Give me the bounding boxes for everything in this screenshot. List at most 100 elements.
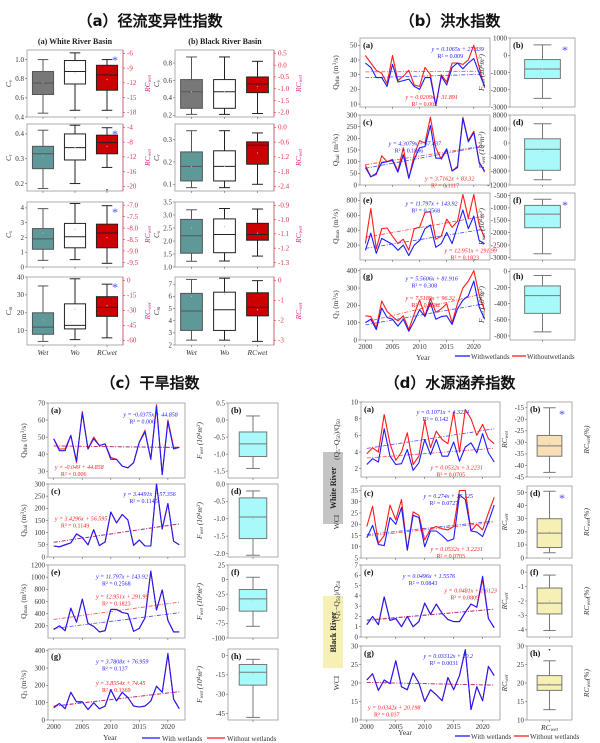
y-tick-label: 0.8 [163, 59, 172, 67]
y-tick-label: 30 [38, 467, 46, 475]
y2-tick-label: -6 [127, 50, 133, 58]
y-tick-label: 10 [17, 327, 25, 335]
y-tick-label: 50 [38, 541, 46, 549]
y-tick-label: 20 [517, 528, 525, 536]
panel-label: (h) [513, 271, 524, 281]
y-tick-label: 50 [517, 489, 525, 497]
panel-label: (e) [363, 195, 373, 205]
y-tick-label: 300 [35, 664, 46, 672]
box-mean [106, 79, 108, 81]
y2-tick-label: -9.5 [127, 259, 139, 267]
y-tick-label: 2.5 [163, 224, 172, 232]
y-tick-label: 0.4 [15, 130, 24, 138]
plot-frame [360, 485, 501, 559]
panel-label: (g) [363, 271, 373, 281]
y-tick-label: 50 [38, 433, 46, 441]
box-mean [106, 236, 108, 239]
y-axis-label: Fwet (104m3) [477, 131, 488, 169]
panel-label: (e) [364, 567, 374, 577]
y-axis-label: QMin (m3/s) [19, 423, 29, 458]
y2-tick-label: -0.6 [278, 138, 290, 146]
box-rcwet [246, 132, 269, 185]
box-rcwet [95, 127, 119, 191]
y-tick-label: 7 [169, 281, 173, 289]
panel-label: (b) [513, 40, 524, 50]
legend-flood: Withwetlands Withoutwetlands [455, 353, 575, 361]
y-tick-label: 0.6 [163, 77, 172, 85]
box-mean [252, 672, 254, 675]
y-tick-label: 200 [35, 682, 46, 690]
legend-with-label: With wetlands [162, 735, 203, 743]
with-wetlands-series-line [53, 652, 180, 711]
y-tick-label: 10 [350, 100, 358, 108]
y-axis-label: Fwet (104m3) [195, 422, 206, 460]
without-trend-r2: R² = 0.0705 [437, 554, 466, 560]
charts-layer: 0.40.60.81.0Cv-6-9-12-15-18RCwet*0.20.30… [4, 34, 592, 733]
y2-tick-label: -1.1 [278, 230, 290, 238]
box-chart-d-28: -15 -20 -25 -30 -35 -40 -45 RCwet RCwet(%) (b) * [500, 401, 592, 481]
y-tick-label: 6 [169, 293, 173, 301]
title-runoff-variability: （a）径流变异性指数 [77, 12, 223, 30]
y-axis-label: Qbal (m3/s) [19, 504, 29, 537]
y2-tick-label: -1.8 [278, 168, 290, 176]
plot-frame [47, 648, 186, 721]
y-tick-label: 800 [347, 197, 358, 205]
x-tick-label: 2005 [389, 723, 404, 731]
y-tick-label: 2 [355, 613, 359, 621]
with-wetlands-series-line [364, 117, 486, 179]
y-tick-label: 0.3 [15, 155, 24, 163]
y-tick-label: 8000 [493, 111, 508, 119]
y2-axis-label: RCwet [294, 226, 304, 244]
box-rcwet [246, 208, 269, 257]
line-chart-b-9: 0 50 100 150 200 250 300 Qbal (m3/s) (c) y = 4.30… [331, 111, 491, 190]
y-tick-label: 0.5 [216, 399, 225, 407]
y2-tick-label: -20 [127, 183, 137, 191]
y-tick-label: 30 [350, 71, 358, 79]
box [536, 574, 563, 632]
y2-tick-label: -1.2 [278, 244, 290, 252]
without-trend-r2: R² = 0.0705 [437, 473, 466, 479]
box-iqr [63, 60, 87, 85]
without-wetlands-trend-line [365, 145, 485, 166]
y-tick-label: 5 [355, 554, 359, 562]
box-mean [106, 145, 108, 147]
plot-frame [359, 268, 491, 341]
with-trend-equation: y = 0.274x + 15.125 [423, 493, 473, 500]
box [238, 415, 268, 469]
x-tick-label: 2010 [413, 343, 428, 351]
y-tick-label: 0 [504, 139, 508, 147]
box-iqr [31, 312, 55, 335]
y2-tick-label: -60 [127, 337, 137, 345]
y-tick-label: 200 [35, 505, 46, 513]
y-tick-label: 2.0 [163, 237, 172, 245]
with-wetlands-series-line [366, 494, 495, 551]
without-trend-equation: y = 12.951x + 291.99 [444, 249, 497, 255]
box-iqr [524, 138, 561, 171]
y-tick-label: -40 [515, 462, 525, 470]
y-tick-label: 5 [169, 305, 173, 313]
y2-axis-label: RCwet(%) [582, 668, 592, 698]
box-iqr [524, 285, 561, 314]
y-tick-label: 250 [347, 123, 358, 131]
box-wet [180, 56, 203, 115]
plot-frame [359, 192, 491, 261]
y2-tick-label: -12 [127, 153, 137, 161]
y-tick-label: 2 [169, 341, 173, 349]
box-iqr [238, 663, 268, 686]
box [536, 648, 563, 711]
y-axis-label: Cv [4, 79, 14, 87]
box [524, 123, 561, 181]
y-tick-label: 15 [351, 532, 359, 540]
significance-asterisk: * [112, 53, 118, 67]
y-tick-label: 200 [347, 241, 358, 249]
y-tick-label: 0 [222, 576, 226, 584]
box-mean [42, 155, 44, 157]
y-tick-label: 4000 [493, 125, 508, 133]
legend-drought: With wetlands Without wetlands [142, 735, 277, 743]
y-tick-label: 25 [351, 509, 359, 517]
x-axis-label-flood: Year [416, 353, 430, 362]
with-trend-equation: y = -0.0375x + 44.858 [122, 412, 177, 419]
